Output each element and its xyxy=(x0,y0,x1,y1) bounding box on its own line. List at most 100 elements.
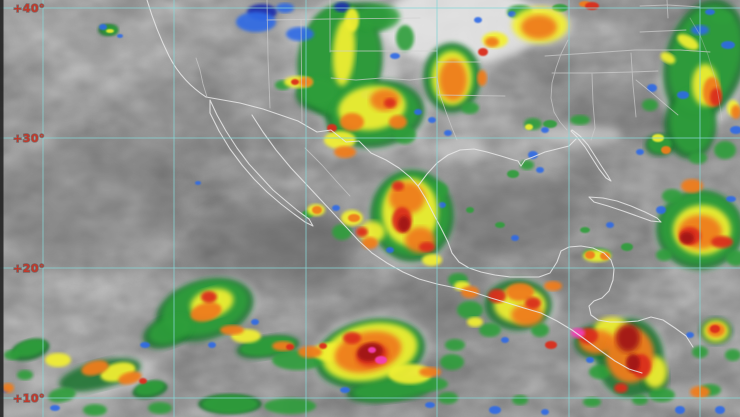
storm-cell xyxy=(220,325,244,335)
storm-cell xyxy=(148,315,192,345)
latitude-label: +20° xyxy=(13,262,45,275)
storm-cell xyxy=(677,34,699,50)
storm-cell xyxy=(721,41,735,49)
us-atlantic-coastline xyxy=(689,17,723,121)
storm-cell xyxy=(334,2,350,12)
storm-cell xyxy=(726,250,740,266)
latitude-label: +10° xyxy=(13,392,45,405)
storm-cell xyxy=(332,18,356,86)
state-border xyxy=(590,73,596,141)
storm-cell xyxy=(334,146,356,158)
storm-cell xyxy=(544,281,562,291)
storm-cell xyxy=(17,370,33,380)
storm-cell xyxy=(485,37,499,47)
storm-cell xyxy=(324,131,356,149)
storm-cell xyxy=(195,181,201,185)
storm-cell xyxy=(656,206,666,214)
storm-cell xyxy=(521,15,557,39)
storm-cell xyxy=(488,289,506,303)
storm-cell xyxy=(251,319,259,325)
storm-cell xyxy=(705,9,715,15)
storm-cell xyxy=(368,347,376,353)
storm-cell xyxy=(298,346,322,358)
storm-cell xyxy=(0,135,185,275)
storm-cell xyxy=(312,206,322,214)
storm-cell xyxy=(394,126,416,144)
storm-cell xyxy=(425,402,435,408)
storm-cell xyxy=(117,34,123,38)
state-border xyxy=(437,94,506,97)
storm-cell xyxy=(474,17,482,23)
state-border xyxy=(666,0,669,19)
storm-cell xyxy=(201,291,217,303)
storm-cell xyxy=(525,297,541,309)
storm-cell xyxy=(689,152,707,164)
storm-cell xyxy=(440,177,580,253)
storm-cell xyxy=(714,141,736,159)
storm-cell xyxy=(467,317,483,327)
storm-cell xyxy=(83,404,107,416)
cuba-coastline xyxy=(588,196,662,223)
storm-cell xyxy=(390,53,400,59)
storm-cell xyxy=(356,4,400,30)
storm-cell xyxy=(81,360,109,376)
storm-cell xyxy=(445,339,465,351)
storm-cell xyxy=(457,301,483,319)
storm-cell xyxy=(616,324,640,352)
storm-cell xyxy=(240,215,360,275)
storm-cell xyxy=(440,354,464,370)
storm-cell xyxy=(489,406,501,414)
storm-cell xyxy=(419,367,441,377)
storm-cell xyxy=(45,353,71,367)
storm-cell xyxy=(677,91,689,99)
storm-cell xyxy=(48,387,76,403)
storm-cell xyxy=(731,105,740,119)
storm-cell xyxy=(580,227,590,233)
storm-cell xyxy=(356,227,368,237)
storm-cell xyxy=(585,251,595,259)
storm-cell xyxy=(626,354,640,372)
storm-cell xyxy=(726,196,736,202)
storm-cell xyxy=(190,302,222,322)
storm-cell xyxy=(106,29,114,33)
storm-cell xyxy=(439,59,467,101)
storm-cell xyxy=(730,126,740,134)
storm-cell xyxy=(286,27,314,41)
storm-cell xyxy=(636,149,644,155)
storm-cell xyxy=(506,283,534,301)
storm-cell xyxy=(614,383,628,393)
storm-cell xyxy=(531,323,549,337)
baja-california-coastline xyxy=(209,99,314,227)
storm-cell xyxy=(202,395,258,413)
storm-cell xyxy=(710,325,720,333)
storm-cell xyxy=(343,332,361,344)
storm-cell xyxy=(208,342,216,348)
storm-cell xyxy=(380,0,540,65)
storm-cell xyxy=(419,242,435,252)
storm-cell xyxy=(660,52,676,64)
storm-cell xyxy=(725,349,740,361)
storm-cell xyxy=(507,170,519,178)
storm-cell xyxy=(508,11,516,17)
storm-cell xyxy=(2,383,14,393)
storm-cell xyxy=(461,286,479,298)
red-river-border xyxy=(330,76,438,81)
latitude-label: +40° xyxy=(13,2,45,15)
storm-cell xyxy=(600,252,610,260)
storm-cell xyxy=(332,205,340,211)
storm-cell xyxy=(585,2,599,10)
storm-cell xyxy=(621,243,633,251)
storm-cell xyxy=(662,189,682,203)
storm-cell xyxy=(571,328,585,338)
us-mexico-border xyxy=(205,96,419,187)
storm-cell xyxy=(99,24,107,30)
state-border xyxy=(266,0,271,109)
storm-cell xyxy=(528,151,538,159)
storm-cell xyxy=(388,364,432,384)
storm-cell xyxy=(362,237,378,249)
storm-cell xyxy=(396,25,414,51)
storm-cell xyxy=(675,406,685,414)
